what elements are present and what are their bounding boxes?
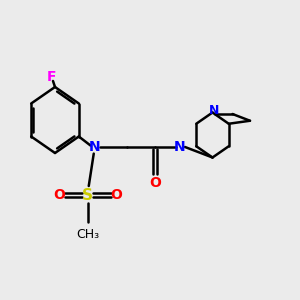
Text: CH₃: CH₃ [76, 228, 99, 241]
Text: N: N [89, 140, 101, 154]
Text: O: O [149, 176, 161, 190]
Text: S: S [82, 188, 93, 202]
Text: O: O [110, 188, 122, 202]
Text: N: N [174, 140, 186, 154]
Text: N: N [208, 104, 219, 118]
Text: O: O [53, 188, 65, 202]
Text: F: F [46, 70, 56, 83]
